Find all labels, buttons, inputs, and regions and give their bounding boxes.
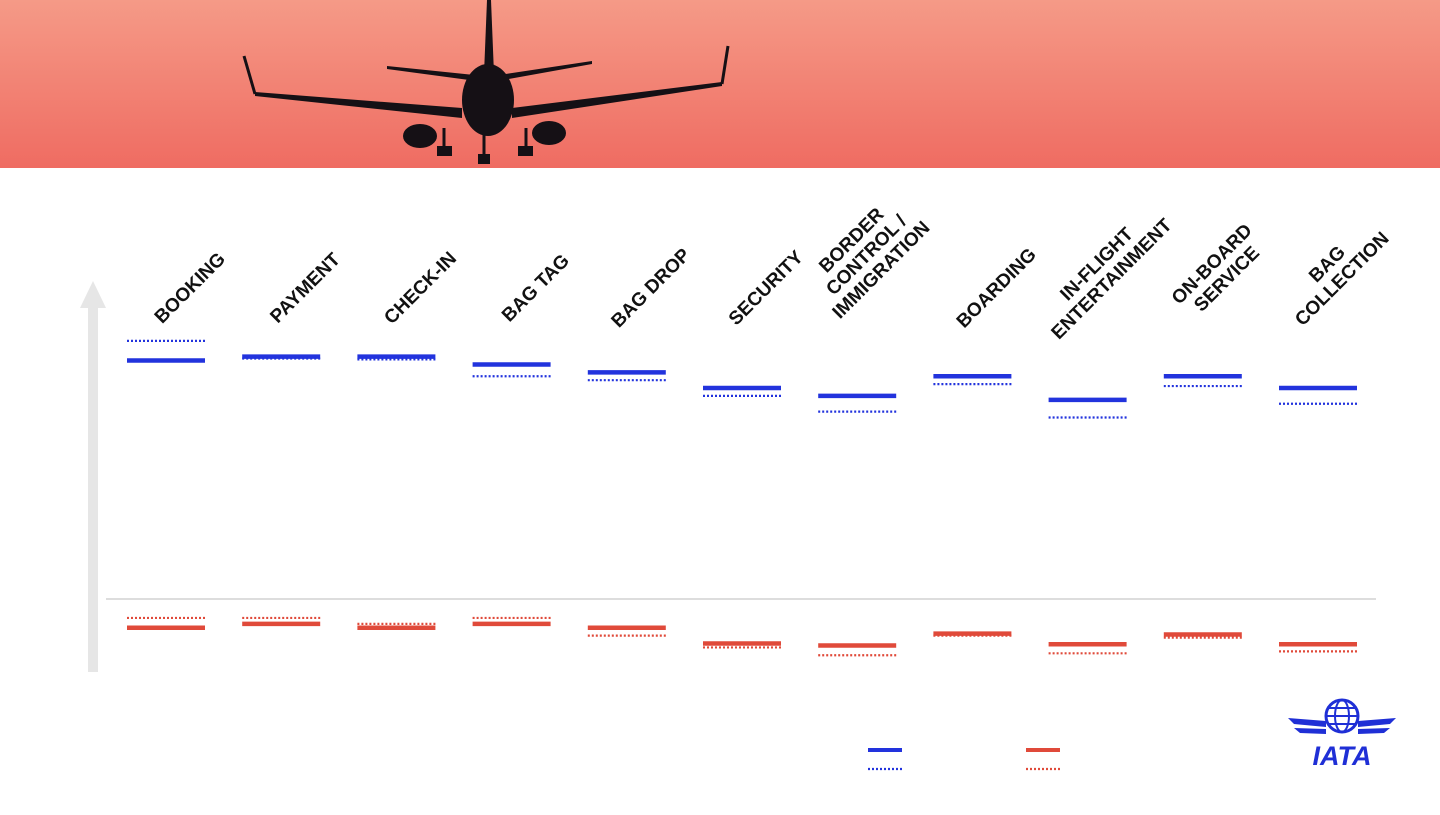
- y-axis-arrow: [80, 281, 106, 672]
- chart-marks: [127, 339, 1357, 657]
- category-label: BOOKING: [151, 249, 230, 328]
- category-label: PAYMENT: [266, 249, 345, 328]
- hero-image: [0, 0, 1440, 168]
- y-axis-shaft: [88, 306, 98, 672]
- category-label: ON-BOARDSERVICE: [1168, 220, 1272, 324]
- category-label: BOARDING: [953, 244, 1041, 332]
- category-label: BAG DROP: [608, 245, 695, 332]
- y-axis-arrowhead: [80, 281, 106, 308]
- category-label: SECURITY: [725, 247, 808, 330]
- category-label: BORDERCONTROL /IMMIGRATION: [799, 188, 934, 323]
- hero-banner: [0, 0, 1440, 168]
- category-label: BAG TAG: [498, 250, 574, 326]
- airplane-silhouette-icon: [242, 0, 730, 164]
- iata-logo: IATA: [1282, 696, 1402, 771]
- category-label: IN-FLIGHTENTERTAINMENT: [1033, 200, 1177, 344]
- chart-plot-area: BOOKING PAYMENT CHECK-IN BAG TAG BAG DROP SEC…: [80, 188, 1394, 771]
- logo-wordmark: IATA: [1313, 741, 1372, 770]
- globe-wings-icon: IATA: [1288, 698, 1396, 771]
- category-labels: BOOKING PAYMENT CHECK-IN BAG TAG BAG DROP SEC…: [151, 188, 1394, 344]
- chart-legend: [868, 748, 1060, 771]
- category-label: BAGCOLLECTION: [1276, 213, 1393, 330]
- category-label: CHECK-IN: [380, 248, 461, 329]
- satisfaction-chart: BOOKING PAYMENT CHECK-IN BAG TAG BAG DROP SEC…: [0, 168, 1440, 810]
